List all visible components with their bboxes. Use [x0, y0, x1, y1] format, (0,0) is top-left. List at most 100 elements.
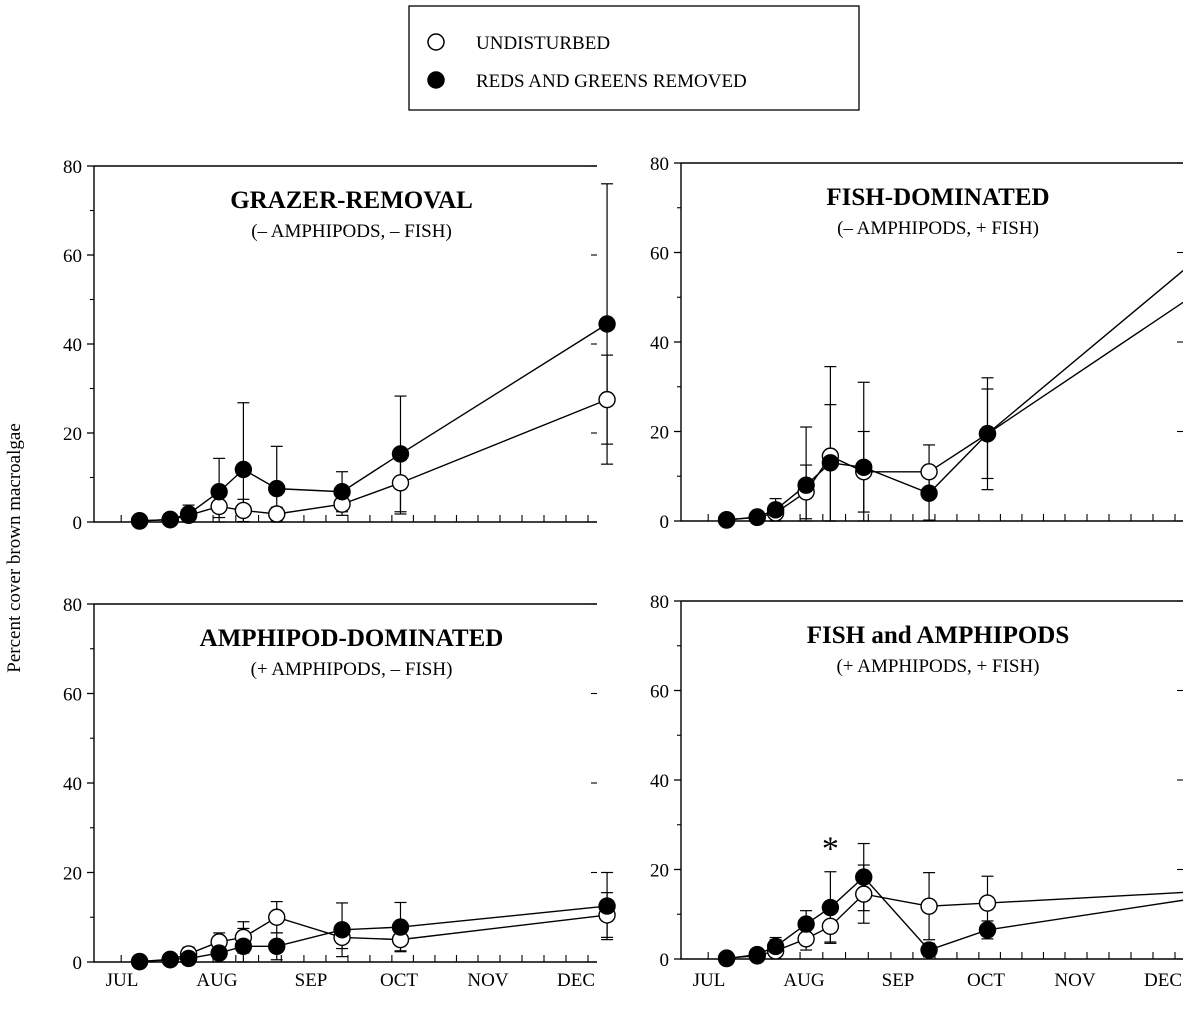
- data-point-reds-greens-removed: [391, 918, 410, 936]
- data-point-reds-greens-removed: [978, 425, 997, 443]
- data-point-undisturbed: [598, 390, 616, 409]
- x-tick-label: JUL: [106, 970, 139, 991]
- data-point-undisturbed: [391, 474, 410, 492]
- y-tick-label: 60: [650, 244, 669, 265]
- data-point-reds-greens-removed: [821, 454, 840, 472]
- data-point-reds-greens-removed: [391, 445, 410, 463]
- data-point-undisturbed: [234, 501, 253, 520]
- data-point-reds-greens-removed: [797, 915, 815, 933]
- panel-title: FISH-DOMINATED: [826, 184, 1049, 211]
- y-axis-label: Percent cover brown macroalgae: [4, 423, 25, 673]
- y-tick-label: 20: [63, 864, 82, 885]
- y-tick-label: 40: [650, 333, 669, 354]
- data-point-reds-greens-removed: [717, 511, 736, 529]
- y-tick-label: 40: [63, 774, 82, 795]
- data-point-reds-greens-removed: [130, 512, 149, 530]
- data-point-undisturbed: [978, 894, 997, 912]
- y-tick-label: 60: [650, 682, 669, 703]
- panel-3: 0 20 40 60 80 JUL AUG SEP OCT NOV DEC AMPHIPOD-DOMI…: [63, 595, 616, 991]
- data-point-undisturbed: [210, 497, 228, 516]
- y-tick-label: 20: [650, 423, 669, 444]
- data-point-reds-greens-removed: [855, 868, 873, 886]
- y-tick-label: 60: [63, 246, 82, 267]
- y-tick-label: 20: [63, 424, 82, 445]
- x-tick-label: SEP: [882, 970, 915, 991]
- y-tick-label: 80: [650, 154, 669, 175]
- data-point-reds-greens-removed: [234, 460, 253, 479]
- panel-subtitle: (– AMPHIPODS, – FISH): [251, 221, 452, 242]
- x-tick-label: SEP: [295, 970, 328, 991]
- data-point-reds-greens-removed: [821, 898, 840, 917]
- data-point-undisturbed: [920, 897, 938, 915]
- panel-subtitle: (+ AMPHIPODS, – FISH): [251, 659, 453, 680]
- panel-2: 0 20 40 60 80 FISH-DOMINATED (– AMPHIPODS, + F…: [650, 154, 1183, 533]
- series-line-reds-greens-removed: [139, 905, 608, 963]
- data-point-reds-greens-removed: [130, 952, 149, 971]
- panel-axes: [93, 165, 597, 523]
- y-tick-label: 0: [660, 950, 670, 971]
- data-point-reds-greens-removed: [268, 937, 286, 956]
- y-tick-label: 40: [63, 335, 82, 356]
- x-tick-label: NOV: [1054, 970, 1095, 991]
- y-tick-label: 0: [73, 513, 83, 534]
- data-point-undisturbed: [821, 917, 840, 936]
- significance-annotation: *: [822, 830, 839, 867]
- legend-entry-undisturbed: UNDISTURBED: [476, 33, 610, 54]
- data-point-reds-greens-removed: [920, 484, 938, 502]
- data-point-undisturbed: [268, 908, 286, 926]
- x-tick-label: AUG: [783, 970, 824, 991]
- data-point-reds-greens-removed: [210, 483, 228, 501]
- data-point-reds-greens-removed: [234, 937, 253, 956]
- data-point-reds-greens-removed: [766, 937, 785, 956]
- y-tick-label: 80: [650, 592, 669, 613]
- series-line-reds-greens-removed: [726, 876, 1183, 960]
- x-tick-label: DEC: [1144, 970, 1182, 991]
- legend-box: [408, 5, 860, 111]
- data-point-undisturbed: [797, 930, 815, 948]
- panel-title: FISH and AMPHIPODS: [807, 622, 1070, 649]
- series-line-undisturbed: [726, 301, 1183, 521]
- data-point-reds-greens-removed: [179, 949, 198, 968]
- data-point-reds-greens-removed: [766, 501, 785, 519]
- data-point-reds-greens-removed: [855, 458, 873, 476]
- data-point-reds-greens-removed: [268, 479, 286, 498]
- x-tick-label: JUL: [693, 970, 726, 991]
- data-point-reds-greens-removed: [210, 944, 228, 962]
- panel-4: 0 20 40 60 80 JUL AUG SEP OCT NOV DEC FISH and AMPH…: [650, 592, 1183, 991]
- data-point-reds-greens-removed: [598, 315, 616, 333]
- x-tick-label: OCT: [380, 970, 418, 991]
- panel-subtitle: (+ AMPHIPODS, + FISH): [836, 656, 1039, 677]
- data-point-reds-greens-removed: [978, 921, 997, 939]
- legend: UNDISTURBED REDS AND GREENS REMOVED: [408, 5, 860, 111]
- panel-axes: [93, 603, 597, 963]
- data-point-undisturbed: [855, 885, 873, 903]
- data-point-undisturbed: [920, 463, 938, 481]
- panels: 0 20 40 60 80 GRAZER-REMOVAL (– AMPHIPODS, – F…: [63, 154, 1183, 991]
- panel-1: 0 20 40 60 80 GRAZER-REMOVAL (– AMPHIPODS, – F…: [63, 157, 616, 534]
- y-tick-label: 80: [63, 595, 82, 616]
- data-point-reds-greens-removed: [179, 505, 198, 523]
- panel-title: GRAZER-REMOVAL: [230, 187, 473, 214]
- data-point-reds-greens-removed: [333, 483, 351, 501]
- data-point-reds-greens-removed: [598, 897, 616, 915]
- series-line-undisturbed: [139, 398, 608, 522]
- legend-open-circle-marker: [427, 33, 445, 51]
- data-point-reds-greens-removed: [717, 949, 736, 968]
- y-tick-label: 60: [63, 685, 82, 706]
- panel-title: AMPHIPOD-DOMINATED: [200, 625, 504, 652]
- data-point-undisturbed: [268, 505, 286, 523]
- y-tick-label: 0: [660, 512, 670, 533]
- data-point-reds-greens-removed: [161, 510, 179, 529]
- x-tick-label: AUG: [196, 970, 237, 991]
- data-point-reds-greens-removed: [333, 921, 351, 939]
- y-tick-label: 0: [73, 953, 83, 974]
- legend-filled-circle-marker: [427, 71, 445, 89]
- series-line-reds-greens-removed: [726, 269, 1183, 521]
- data-point-reds-greens-removed: [920, 941, 938, 959]
- x-tick-label: NOV: [467, 970, 508, 991]
- data-point-reds-greens-removed: [161, 950, 179, 969]
- data-point-reds-greens-removed: [748, 508, 766, 526]
- legend-entry-reds-greens-removed: REDS AND GREENS REMOVED: [476, 71, 747, 92]
- x-tick-label: DEC: [557, 970, 595, 991]
